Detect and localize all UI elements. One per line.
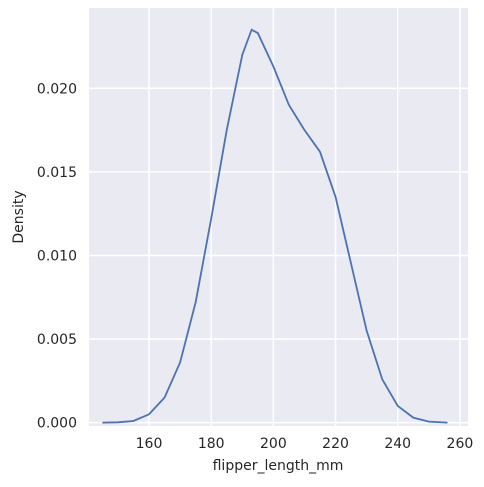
y-tick-label: 0.005 xyxy=(37,332,77,348)
density-line xyxy=(102,28,448,424)
plot-area xyxy=(89,8,468,426)
x-axis-label: flipper_length_mm xyxy=(213,458,344,474)
y-tick-label: 0.020 xyxy=(37,81,77,97)
y-axis-label: Density xyxy=(11,190,27,243)
x-tick-label: 200 xyxy=(260,436,287,452)
x-tick-label: 160 xyxy=(136,436,163,452)
x-tick-label: 240 xyxy=(384,436,411,452)
y-tick-label: 0.010 xyxy=(37,248,77,264)
y-tick-label: 0.000 xyxy=(37,416,77,432)
y-tick-label: 0.015 xyxy=(37,165,77,181)
x-tick-label: 220 xyxy=(322,436,349,452)
x-tick-label: 260 xyxy=(447,436,474,452)
x-tick-label: 180 xyxy=(198,436,225,452)
